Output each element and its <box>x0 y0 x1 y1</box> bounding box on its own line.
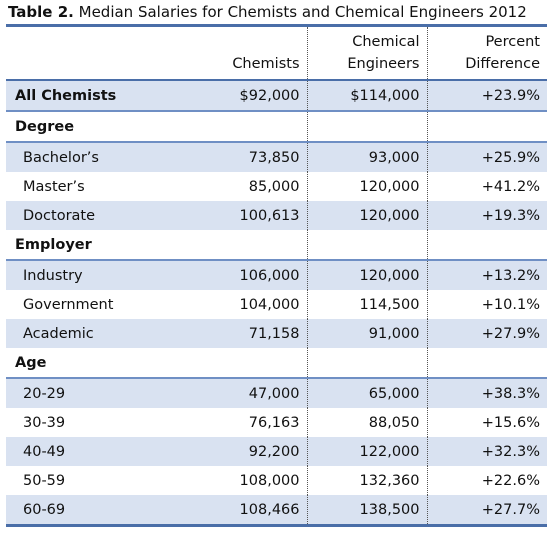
row-label: 30-39 <box>23 414 66 431</box>
table-title: Median Salaries for Chemists and Chemica… <box>78 3 527 21</box>
cell-difference: +27.7% <box>427 495 547 527</box>
row-label: Bachelor’s <box>6 141 197 172</box>
table-row: Industry 106,000 120,000 +13.2% <box>6 259 547 290</box>
cell-difference <box>427 110 547 142</box>
cell-chemists: 100,613 <box>197 201 308 230</box>
table-row: 60-69 108,466 138,500 +27.7% <box>6 495 547 527</box>
row-label: 50-59 <box>23 472 66 489</box>
row-label: Master’s <box>23 178 85 195</box>
section-label: Degree <box>6 110 197 142</box>
cell-engineers: 120,000 <box>307 172 428 201</box>
cell-engineers: 93,000 <box>307 141 428 172</box>
table-row: 50-59 108,000 132,360 +22.6% <box>6 466 547 495</box>
cell-chemists: $92,000 <box>197 80 308 111</box>
row-label: 20-29 <box>6 377 197 408</box>
cell-chemists: 104,000 <box>197 290 308 319</box>
cell-engineers: 91,000 <box>307 319 428 348</box>
header-chemists: Chemists <box>197 25 308 81</box>
cell-chemists <box>197 110 308 142</box>
cell-difference: +19.3% <box>427 201 547 230</box>
cell-difference: +23.9% <box>427 80 547 111</box>
table-caption: Table 2. Median Salaries for Chemists an… <box>8 3 527 21</box>
header-row: Chemists Chemical Engineers Percent Differ… <box>6 25 547 81</box>
table-number: Table 2. <box>8 3 74 21</box>
cell-chemists: 73,850 <box>197 141 308 172</box>
table-row: Bachelor’s 73,850 93,000 +25.9% <box>6 141 547 172</box>
cell-engineers: 120,000 <box>307 201 428 230</box>
header-engineers: Chemical Engineers <box>307 25 428 81</box>
row-label: All Chemists <box>6 80 197 111</box>
row-label: Academic <box>6 319 197 348</box>
table-row-all-chemists: All Chemists $92,000 $114,000 +23.9% <box>6 80 547 111</box>
table-row: 20-29 47,000 65,000 +38.3% <box>6 377 547 408</box>
table-row: Government 104,000 114,500 +10.1% <box>6 290 547 319</box>
cell-chemists: 106,000 <box>197 259 308 290</box>
cell-difference <box>427 348 547 378</box>
cell-chemists <box>197 230 308 260</box>
cell-difference: +38.3% <box>427 377 547 408</box>
header-engineers-line1: Chemical <box>352 34 420 50</box>
section-row-employer: Employer <box>6 230 547 260</box>
header-engineers-line2: Engineers <box>347 56 420 72</box>
cell-difference: +41.2% <box>481 178 540 195</box>
row-label: 40-49 <box>6 437 197 466</box>
cell-difference: +10.1% <box>481 296 540 313</box>
cell-chemists: 92,200 <box>197 437 308 466</box>
header-difference-line2: Difference <box>465 56 540 72</box>
section-label: Age <box>15 354 47 371</box>
cell-difference: +32.3% <box>427 437 547 466</box>
row-label: Doctorate <box>6 201 197 230</box>
cell-difference: +22.6% <box>481 472 540 489</box>
cell-difference <box>427 230 547 260</box>
row-label: Industry <box>6 259 197 290</box>
cell-chemists: 47,000 <box>197 377 308 408</box>
cell-chemists: 76,163 <box>197 408 308 437</box>
table-row: 30-39 76,163 88,050 +15.6% <box>6 408 547 437</box>
cell-engineers: 138,500 <box>307 495 428 527</box>
row-label: Government <box>23 296 114 313</box>
table-row: Doctorate 100,613 120,000 +19.3% <box>6 201 547 230</box>
cell-chemists <box>197 348 308 378</box>
cell-difference: +15.6% <box>481 414 540 431</box>
header-difference-line1: Percent <box>485 34 540 50</box>
header-chemists-text: Chemists <box>232 56 300 72</box>
cell-engineers <box>307 230 428 260</box>
cell-engineers: 88,050 <box>307 408 428 437</box>
cell-chemists: 108,466 <box>197 495 308 527</box>
cell-chemists: 85,000 <box>197 172 308 201</box>
cell-engineers: 65,000 <box>307 377 428 408</box>
cell-difference: +27.9% <box>427 319 547 348</box>
section-row-age: Age <box>6 348 547 378</box>
cell-engineers: 114,500 <box>307 290 428 319</box>
section-row-degree: Degree <box>6 110 547 142</box>
header-difference: Percent Difference <box>427 25 547 81</box>
cell-chemists: 71,158 <box>197 319 308 348</box>
cell-engineers: 120,000 <box>307 259 428 290</box>
section-label: Employer <box>15 236 92 253</box>
cell-engineers: 132,360 <box>307 466 428 495</box>
salary-table: Chemists Chemical Engineers Percent Differ… <box>6 24 547 527</box>
cell-engineers: $114,000 <box>307 80 428 111</box>
table-row: 40-49 92,200 122,000 +32.3% <box>6 437 547 466</box>
cell-engineers <box>307 348 428 378</box>
cell-chemists: 108,000 <box>197 466 308 495</box>
cell-difference: +13.2% <box>427 259 547 290</box>
table-row: Master’s 85,000 120,000 +41.2% <box>6 172 547 201</box>
cell-engineers: 122,000 <box>307 437 428 466</box>
table-row: Academic 71,158 91,000 +27.9% <box>6 319 547 348</box>
cell-engineers <box>307 110 428 142</box>
row-label: 60-69 <box>6 495 197 527</box>
cell-difference: +25.9% <box>427 141 547 172</box>
header-blank <box>6 25 197 81</box>
